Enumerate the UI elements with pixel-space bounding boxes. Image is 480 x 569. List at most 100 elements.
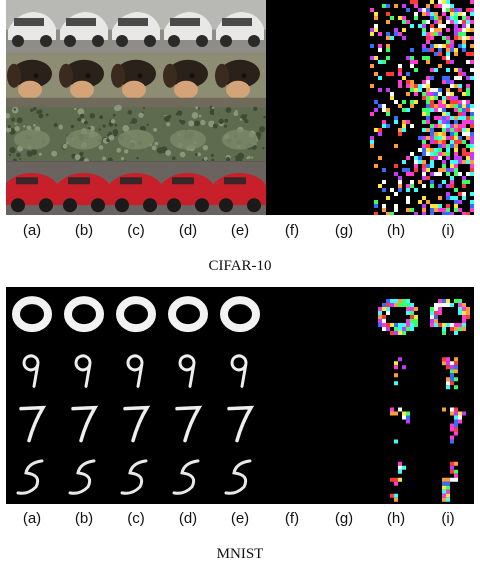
noise-pixel	[442, 160, 446, 164]
noise-pixel	[430, 140, 434, 144]
noise-pixel	[394, 439, 398, 444]
noise-pixel	[446, 152, 450, 156]
noise-pixel	[394, 100, 398, 104]
noise-pixel	[402, 4, 406, 8]
noise-pixel	[406, 92, 410, 96]
noise-pixel	[458, 36, 462, 40]
noise-pixel	[414, 12, 418, 16]
noise-pixel	[382, 208, 386, 212]
cifar-label-e: (e)	[230, 222, 250, 239]
noise-pixel	[462, 132, 466, 136]
noise-pixel	[446, 112, 450, 116]
noise-pixel	[430, 44, 434, 48]
cifar-label-b: (b)	[74, 222, 94, 239]
noise-pixel	[426, 32, 430, 36]
noise-pixel	[378, 104, 382, 108]
noise-pixel	[462, 24, 466, 28]
noise-pixel	[386, 48, 390, 52]
noise-pixel	[446, 136, 450, 140]
noise-pixel	[442, 208, 446, 212]
noise-pixel	[450, 303, 454, 307]
cifar-label-d: (d)	[178, 222, 198, 239]
noise-pixel	[378, 76, 382, 80]
noise-pixel	[454, 96, 458, 100]
noise-pixel	[454, 377, 458, 382]
mnist-label-g: (g)	[334, 510, 354, 527]
noise-pixel	[386, 36, 390, 40]
noise-pixel	[426, 4, 430, 8]
noise-pixel	[450, 128, 454, 132]
noise-pixel	[442, 96, 446, 100]
noise-pixel	[442, 24, 446, 28]
noise-pixel	[438, 303, 442, 307]
noise-pixel	[442, 481, 446, 486]
noise-pixel	[438, 28, 442, 32]
noise-pixel	[454, 327, 458, 331]
noise-pixel	[454, 76, 458, 80]
noise-pixel	[442, 132, 446, 136]
noise-pixel	[466, 315, 470, 319]
noise-pixel	[430, 96, 434, 100]
noise-pixel	[450, 144, 454, 148]
noise-pixel	[446, 148, 450, 152]
noise-pixel	[434, 96, 438, 100]
cifar-tile-frog	[6, 106, 58, 163]
noise-pixel	[454, 68, 458, 72]
noise-pixel	[442, 212, 446, 215]
noise-pixel	[442, 0, 446, 4]
noise-pixel	[390, 303, 394, 307]
noise-pixel	[402, 365, 406, 370]
noise-pixel	[378, 319, 382, 323]
noise-pixel	[430, 24, 434, 28]
noise-pixel	[466, 20, 470, 24]
noise-pixel	[470, 108, 474, 112]
noise-pixel	[454, 423, 458, 428]
cifar-tile-car-white	[162, 0, 214, 54]
noise-pixel	[434, 16, 438, 20]
noise-pixel	[398, 357, 402, 362]
noise-pixel	[454, 100, 458, 104]
noise-pixel	[414, 315, 418, 319]
noise-pixel	[462, 112, 466, 116]
noise-pixel	[426, 116, 430, 120]
noise-pixel	[426, 48, 430, 52]
mnist-label-f: (f)	[284, 510, 300, 527]
cifar-label-h: (h)	[386, 222, 406, 239]
noise-pixel	[454, 196, 458, 200]
noise-pixel	[422, 84, 426, 88]
noise-pixel	[450, 180, 454, 184]
noise-pixel	[446, 8, 450, 12]
noise-pixel	[454, 208, 458, 212]
noise-pixel	[382, 303, 386, 307]
noise-pixel	[386, 212, 390, 215]
noise-pixel	[422, 152, 426, 156]
noise-pixel	[422, 172, 426, 176]
noise-pixel	[442, 112, 446, 116]
noise-pixel	[410, 100, 414, 104]
noise-pixel	[458, 28, 462, 32]
noise-pixel	[406, 172, 410, 176]
noise-pixel	[450, 160, 454, 164]
noise-pixel	[430, 156, 434, 160]
noise-pixel	[442, 407, 446, 412]
noise-pixel	[438, 204, 442, 208]
noise-pixel	[458, 72, 462, 76]
noise-pixel	[378, 44, 382, 48]
noise-pixel	[422, 160, 426, 164]
noise-pixel	[446, 80, 450, 84]
noise-pixel	[466, 180, 470, 184]
noise-pixel	[390, 96, 394, 100]
noise-pixel	[454, 124, 458, 128]
noise-pixel	[446, 28, 450, 32]
noise-pixel	[438, 323, 442, 327]
noise-pixel	[438, 104, 442, 108]
noise-pixel	[430, 0, 434, 4]
noise-pixel	[458, 108, 462, 112]
noise-pixel	[386, 44, 390, 48]
noise-pixel	[398, 32, 402, 36]
noise-pixel	[414, 307, 418, 311]
noise-pixel	[370, 32, 374, 36]
mnist-column-labels: (a) (b) (c) (d) (e) (f) (g) (h) (i)	[6, 510, 474, 534]
noise-pixel	[370, 44, 374, 48]
noise-pixel	[434, 28, 438, 32]
